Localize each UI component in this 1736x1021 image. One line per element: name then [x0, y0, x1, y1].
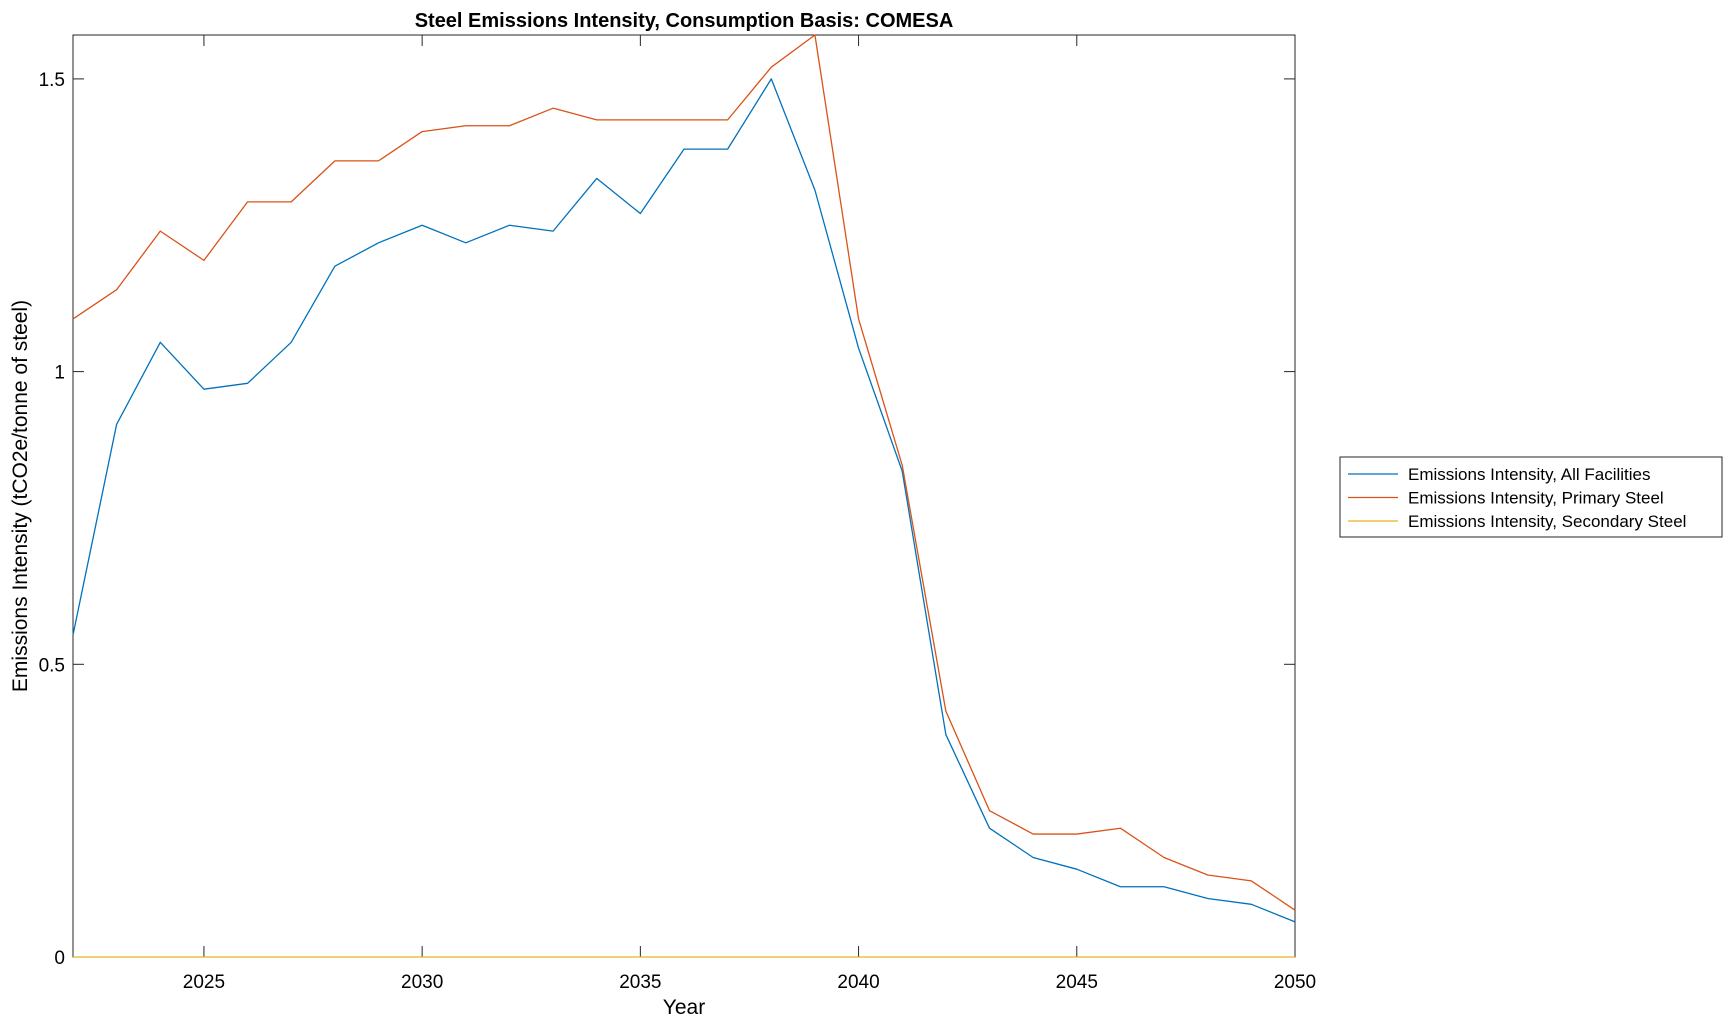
y-tick-label: 1: [54, 363, 65, 384]
y-tick-label: 1.5: [39, 70, 65, 91]
x-tick-label: 2030: [401, 972, 443, 993]
chart-title: Steel Emissions Intensity, Consumption B…: [415, 10, 954, 32]
x-tick-label: 2050: [1274, 972, 1316, 993]
legend: Emissions Intensity, All Facilities Emiss…: [1339, 456, 1723, 538]
legend-label-2: Emissions Intensity, Primary Steel: [1408, 489, 1664, 508]
y-tick-label: 0.5: [39, 655, 65, 676]
series-line-1: [72, 78, 1296, 923]
y-tick-label: 0: [54, 948, 65, 969]
x-tick-label: 2040: [837, 972, 879, 993]
series-line-2: [72, 34, 1296, 911]
x-tick-label: 2045: [1056, 972, 1098, 993]
y-axis-label: Emissions Intensity (tCO2e/tonne of stee…: [9, 300, 32, 692]
legend-label-3: Emissions Intensity, Secondary Steel: [1408, 512, 1686, 531]
x-tick-label: 2035: [619, 972, 661, 993]
x-axis-label: Year: [663, 996, 705, 1019]
axes-box: [72, 34, 1296, 958]
plot-area: 2025 2030 2035 2040 2045 2050 0 0.5 1 1.5: [39, 34, 1316, 993]
x-tick-label: 2025: [183, 972, 225, 993]
legend-label-1: Emissions Intensity, All Facilities: [1408, 465, 1650, 484]
legend-box: [1339, 456, 1723, 538]
